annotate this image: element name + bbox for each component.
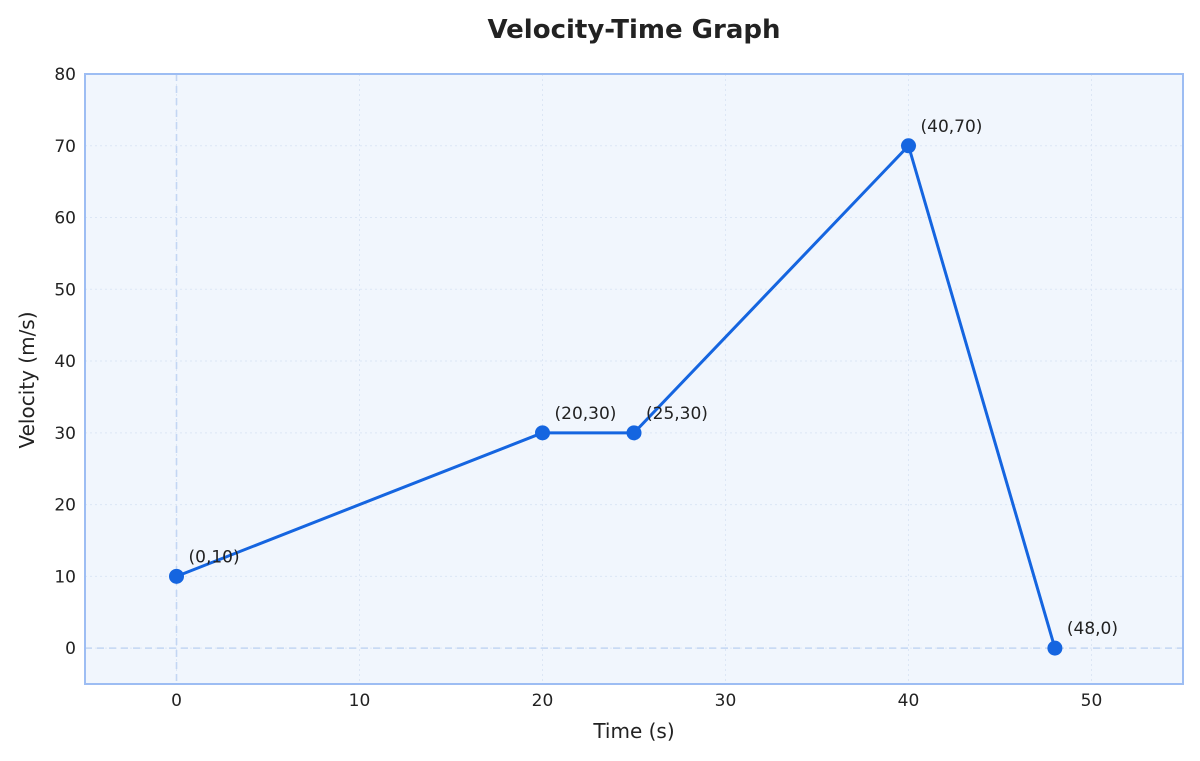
data-point bbox=[535, 425, 550, 441]
y-tick-label: 30 bbox=[54, 424, 76, 444]
plot-area bbox=[85, 74, 1183, 684]
data-point-label: (25,30) bbox=[646, 404, 708, 424]
x-tick-label: 0 bbox=[171, 691, 182, 711]
x-tick-label: 30 bbox=[715, 691, 737, 711]
data-point bbox=[626, 425, 642, 441]
x-axis-ticks: 0 10 20 30 40 50 bbox=[171, 691, 1102, 711]
y-tick-label: 0 bbox=[65, 639, 76, 659]
plot-frame bbox=[84, 73, 1184, 685]
y-tick-label: 80 bbox=[54, 65, 76, 85]
data-point bbox=[901, 138, 916, 154]
y-axis-ticks: 0 10 20 30 40 50 60 70 80 bbox=[54, 65, 76, 659]
data-point-label: (40,70) bbox=[921, 117, 983, 137]
data-point bbox=[169, 568, 184, 584]
y-axis-label: Velocity (m/s) bbox=[15, 311, 39, 448]
x-tick-label: 40 bbox=[898, 691, 920, 711]
data-point-label: (48,0) bbox=[1067, 619, 1118, 639]
y-tick-label: 50 bbox=[54, 280, 76, 300]
data-point-label: (20,30) bbox=[555, 404, 617, 424]
x-tick-label: 50 bbox=[1081, 691, 1103, 711]
series-group: (0,10) (20,30) (25,30) (40,70) (48,0) bbox=[169, 117, 1118, 656]
chart-title: Velocity-Time Graph bbox=[487, 15, 780, 45]
y-tick-label: 40 bbox=[54, 352, 76, 372]
x-axis-label: Time (s) bbox=[592, 719, 674, 743]
y-tick-label: 60 bbox=[54, 209, 76, 229]
y-tick-label: 70 bbox=[54, 137, 76, 157]
data-point-label: (0,10) bbox=[189, 547, 240, 567]
x-tick-label: 20 bbox=[532, 691, 554, 711]
data-point bbox=[1047, 640, 1063, 656]
y-tick-label: 20 bbox=[54, 496, 76, 516]
x-tick-label: 10 bbox=[349, 691, 371, 711]
y-tick-label: 10 bbox=[54, 567, 76, 587]
